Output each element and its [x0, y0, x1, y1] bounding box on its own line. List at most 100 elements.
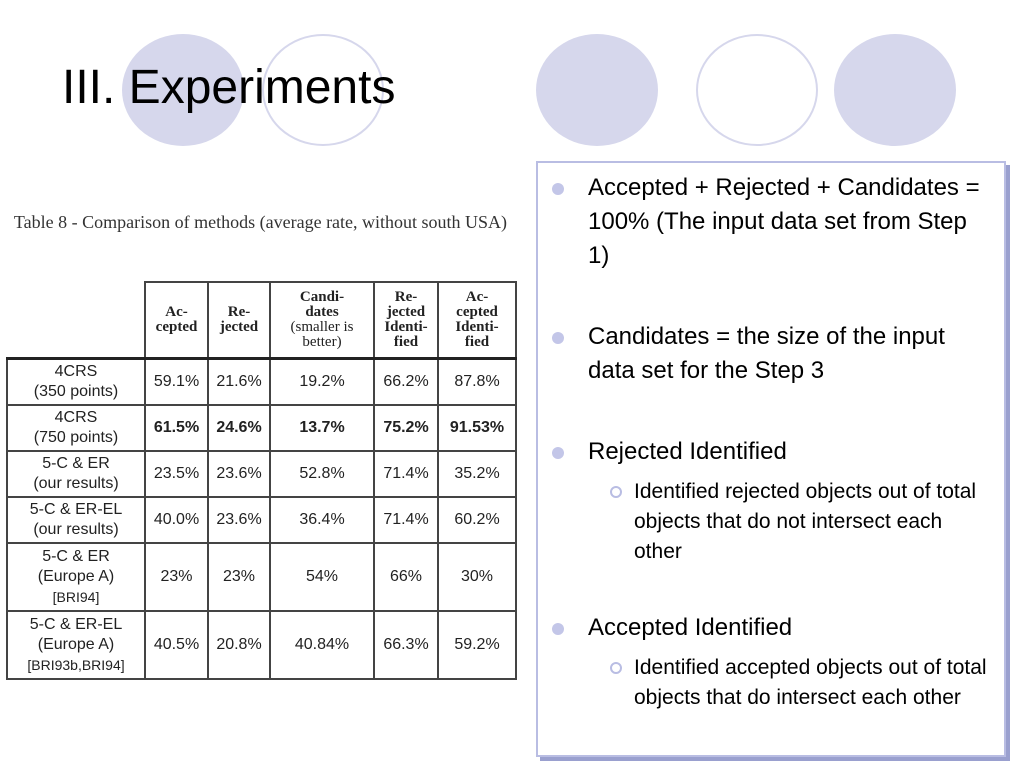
bullet-panel: Accepted + Rejected + Candidates = 100% … — [536, 161, 1006, 757]
table-cell: 59.1% — [144, 357, 209, 406]
table-corner-cell — [7, 282, 146, 360]
sub-bullet-text: Identified accepted objects out of total… — [634, 656, 987, 709]
table-cell: 59.2% — [437, 610, 517, 680]
decorative-circle-outline — [262, 34, 384, 146]
row-label-line: 5-C & ER — [42, 455, 110, 472]
header-candidates: Candi- dates (smaller is better) — [269, 281, 375, 360]
header-rejected-identified: Re- jected Identi- fied — [373, 281, 439, 360]
table-cell: 20.8% — [207, 610, 271, 680]
sub-bullet-ring-icon — [610, 486, 622, 498]
table-cell: 23.6% — [207, 450, 271, 498]
table-cell: 66% — [373, 542, 439, 612]
header-text: Ac- — [465, 289, 489, 305]
header-text: jected — [219, 319, 259, 335]
table-cell: 71.4% — [373, 496, 439, 544]
table-cell: 23% — [144, 542, 209, 612]
table-cell: 23.5% — [144, 450, 209, 498]
decorative-circle-filled — [122, 34, 244, 146]
header-text: Re- — [394, 289, 418, 305]
header-accepted-identified: Ac- cepted Identi- fied — [437, 281, 517, 360]
table-caption: Table 8 - Comparison of methods (average… — [13, 212, 508, 232]
table-cell: 24.6% — [207, 404, 271, 452]
row-label-line: (Europe A) — [37, 635, 115, 653]
table-row: 5-C & ER (Europe A) [BRI94] 23% 23% 54% … — [6, 542, 517, 612]
header-text: Candi- — [299, 289, 345, 305]
row-label-line: 5-C & ER-EL — [29, 615, 123, 633]
bullet-dot-icon — [552, 332, 564, 344]
header-text: jected — [386, 304, 426, 320]
header-rejected: Re- jected — [207, 281, 271, 360]
sub-bullet-ring-icon — [610, 662, 622, 674]
bullet-dot-icon — [552, 183, 564, 195]
slide-title: III. Experiments — [62, 61, 396, 114]
table-cell: 71.4% — [373, 450, 439, 498]
table-cell: 40.84% — [269, 610, 375, 680]
row-label-line: (our results) — [33, 475, 119, 492]
table-cell: 87.8% — [437, 357, 517, 406]
decorative-circle-filled — [536, 34, 658, 146]
table-cell: 23.6% — [207, 496, 271, 544]
decorative-circle-outline — [696, 34, 818, 146]
table-cell: 61.5% — [144, 404, 209, 452]
row-label: 4CRS (350 points) — [6, 357, 146, 406]
table-cell: 60.2% — [437, 496, 517, 544]
table-cell: 35.2% — [437, 450, 517, 498]
table-cell: 30% — [437, 542, 517, 612]
row-label: 4CRS (750 points) — [6, 404, 146, 452]
sub-bullet-item: Identified accepted objects out of total… — [610, 653, 990, 713]
table-cell: 40.0% — [144, 496, 209, 544]
table-cell: 66.2% — [373, 357, 439, 406]
table-cell: 52.8% — [269, 450, 375, 498]
table-cell: 40.5% — [144, 610, 209, 680]
bullet-dot-icon — [552, 623, 564, 635]
bullet-item: Accepted Identified — [552, 611, 982, 645]
bullet-dot-icon — [552, 447, 564, 459]
table-cell: 54% — [269, 542, 375, 612]
bullet-item: Rejected Identified — [552, 435, 982, 469]
header-text: cepted — [456, 304, 498, 320]
row-label-line: (Europe A) — [37, 567, 115, 585]
header-note: (smaller is better) — [290, 319, 354, 350]
bullet-text: Accepted + Rejected + Candidates = 100% … — [588, 174, 980, 269]
decorative-circle-filled — [834, 34, 956, 146]
table-row: 4CRS (350 points) 59.1% 21.6% 19.2% 66.2… — [6, 357, 517, 406]
header-text: Re- — [227, 304, 251, 320]
header-text: dates — [305, 304, 339, 320]
table-cell: 91.53% — [437, 404, 517, 452]
table-cell: 13.7% — [269, 404, 375, 452]
table-cell: 19.2% — [269, 357, 375, 406]
header-text: fied — [464, 334, 490, 350]
header-text: cepted — [155, 319, 198, 335]
row-label-line: 4CRS — [54, 363, 98, 380]
table-cell: 21.6% — [207, 357, 271, 406]
row-label: 5-C & ER (Europe A) [BRI94] — [6, 542, 146, 612]
row-label-line: 4CRS — [54, 409, 98, 426]
table-header-row: Ac- cepted Re- jected Candi- dates (smal… — [7, 281, 517, 360]
table-cell: 23% — [207, 542, 271, 612]
header-accepted: Ac- cepted — [144, 281, 209, 360]
bullet-item: Accepted + Rejected + Candidates = 100% … — [552, 171, 982, 273]
row-label-line: (750 points) — [33, 429, 119, 446]
comparison-table: Ac- cepted Re- jected Candi- dates (smal… — [6, 281, 517, 680]
bullet-text: Rejected Identified — [588, 438, 787, 465]
header-text: Ac- — [165, 304, 188, 320]
bullet-text: Candidates = the size of the input data … — [588, 323, 945, 384]
sub-bullet-item: Identified rejected objects out of total… — [610, 477, 990, 567]
row-label-line: 5-C & ER-EL — [29, 501, 123, 518]
row-label-line: 5-C & ER — [42, 547, 110, 565]
header-text: fied — [393, 334, 419, 350]
row-reference: [BRI94] — [52, 588, 100, 605]
table-row: 5-C & ER-EL (our results) 40.0% 23.6% 36… — [6, 496, 517, 544]
table-row: 5-C & ER-EL (Europe A) [BRI93b,BRI94] 40… — [6, 610, 517, 680]
row-label: 5-C & ER-EL (our results) — [6, 496, 146, 544]
header-text: Identi- — [384, 319, 428, 335]
bullet-item: Candidates = the size of the input data … — [552, 320, 982, 388]
row-reference: [BRI93b,BRI94] — [27, 656, 125, 673]
header-text: Identi- — [455, 319, 499, 335]
table-cell: 66.3% — [373, 610, 439, 680]
row-label-line: (350 points) — [33, 383, 119, 400]
table-cell: 75.2% — [373, 404, 439, 452]
row-label-line: (our results) — [33, 521, 119, 538]
table-row: 5-C & ER (our results) 23.5% 23.6% 52.8%… — [6, 450, 517, 498]
table-cell: 36.4% — [269, 496, 375, 544]
